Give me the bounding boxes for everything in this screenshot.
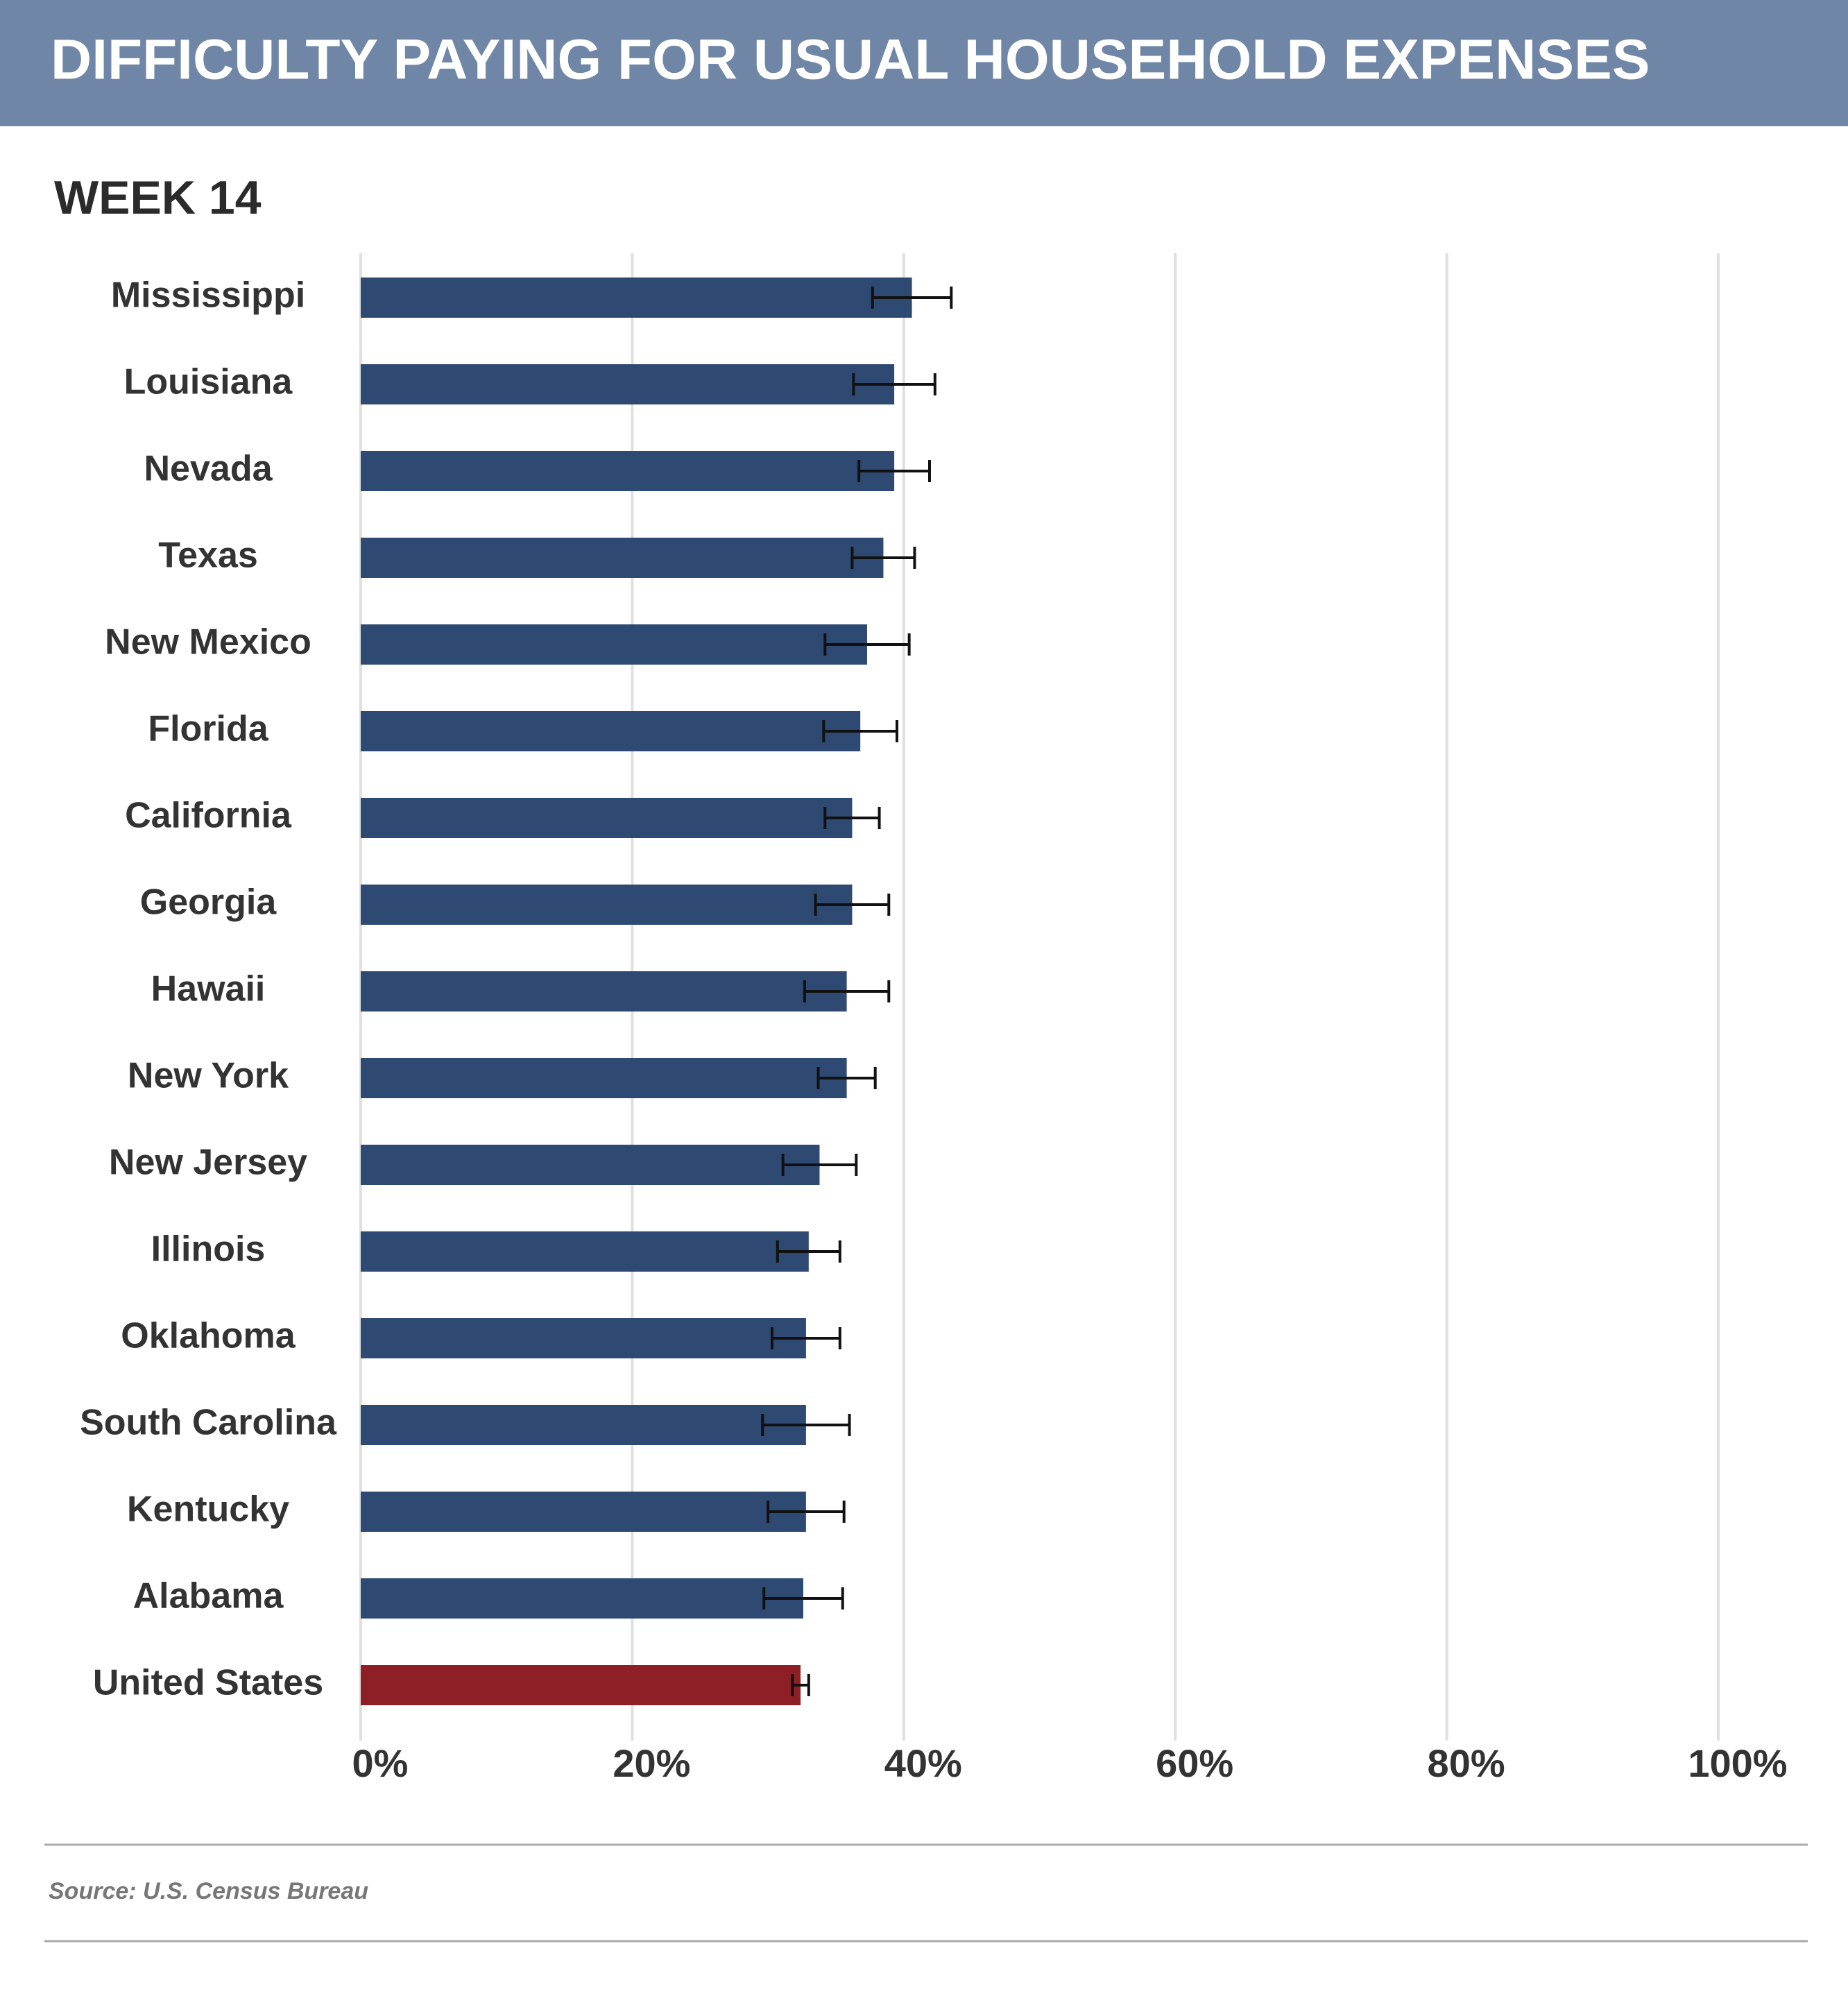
x-tick-label: 80%	[1428, 1741, 1505, 1785]
y-tick-label: United States	[93, 1663, 323, 1703]
bar	[361, 1665, 801, 1705]
x-tick-label: 20%	[613, 1741, 690, 1785]
bar	[361, 1578, 803, 1619]
x-tick-label: 60%	[1156, 1741, 1233, 1785]
y-tick-label: Mississippi	[111, 275, 305, 316]
y-tick-label: Hawaii	[151, 969, 266, 1009]
y-tick-label: California	[125, 796, 292, 836]
y-tick-label: New Jersey	[109, 1143, 307, 1183]
bar	[361, 278, 912, 318]
y-tick-label: Louisiana	[124, 362, 293, 402]
y-tick-label: Georgia	[140, 882, 277, 923]
bar	[361, 971, 847, 1011]
y-tick-label: New York	[128, 1056, 289, 1096]
y-tick-label: Nevada	[144, 449, 273, 489]
bar	[361, 1231, 809, 1272]
bar	[361, 885, 853, 925]
chart-title: DIFFICULTY PAYING FOR USUAL HOUSEHOLD EX…	[51, 28, 1650, 92]
y-tick-label: Illinois	[151, 1229, 266, 1270]
x-tick-label: 0%	[352, 1741, 409, 1785]
bar	[361, 624, 867, 665]
y-tick-label: Florida	[148, 709, 268, 749]
x-tick-label: 40%	[884, 1741, 962, 1785]
source-note: Source: U.S. Census Bureau	[49, 1878, 368, 1904]
bar	[361, 1492, 806, 1532]
y-tick-label: Kentucky	[127, 1489, 289, 1530]
chart-subtitle: WEEK 14	[54, 171, 262, 224]
y-tick-label: New Mexico	[105, 622, 311, 663]
bar	[361, 451, 895, 491]
bar	[361, 364, 895, 404]
x-tick-label: 100%	[1688, 1741, 1787, 1785]
bar	[361, 798, 853, 838]
bar	[361, 711, 861, 751]
bar	[361, 1145, 820, 1185]
bar	[361, 538, 884, 578]
y-tick-label: Alabama	[133, 1576, 284, 1616]
bar	[361, 1058, 847, 1098]
y-tick-label: Oklahoma	[121, 1316, 296, 1356]
y-tick-label: Texas	[158, 536, 258, 576]
y-tick-label: South Carolina	[80, 1403, 337, 1443]
bar	[361, 1405, 806, 1445]
bar	[361, 1318, 806, 1358]
header-band	[0, 0, 1848, 126]
